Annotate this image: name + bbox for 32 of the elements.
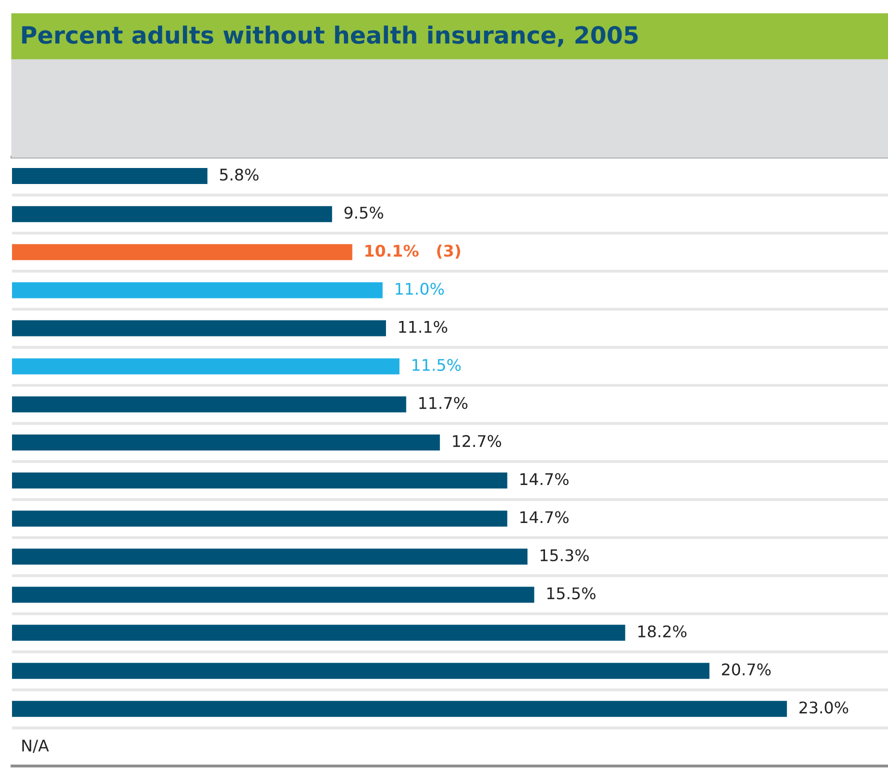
data-label: 14.7% [520,473,569,486]
data-label: 12.7% [453,435,502,448]
bar [12,510,508,527]
bar [12,282,383,298]
data-label: 5.8% [220,168,258,181]
bar [12,586,534,603]
bar [12,206,332,222]
data-label: 15.5% [547,587,596,600]
bar [12,662,710,679]
data-label: 20.7% [722,663,771,676]
bar [12,472,508,489]
data-label: 23.0% [799,701,848,714]
bar [12,358,400,374]
chart-title: Percent adults without health insurance, 2005 [22,26,638,47]
bar [12,396,406,412]
data-label: 10.1% (3) [365,244,460,259]
text: N/A [22,740,49,753]
data-label: 15.3% [540,549,589,562]
bar [12,700,787,717]
data-label: 11.1% [399,320,448,333]
data-label: 11.5% [412,358,461,371]
data-label: 11.7% [419,396,468,410]
bar [12,624,626,641]
bar [12,320,386,336]
bar [12,244,352,260]
data-label: 14.7% [520,511,569,524]
data-label: 9.5% [344,206,384,219]
bar [12,168,208,184]
bar [12,434,440,450]
data-label: 11.0% [396,282,444,295]
bar [12,548,528,565]
data-label: 18.2% [638,625,686,638]
